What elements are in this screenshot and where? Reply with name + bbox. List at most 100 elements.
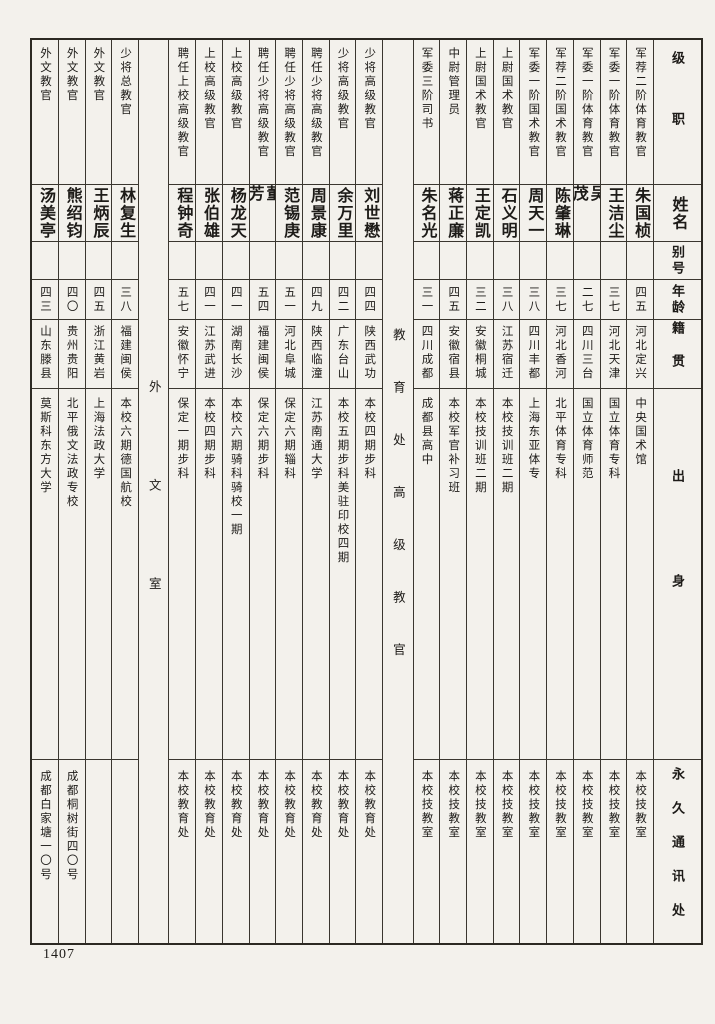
person-rank-cell: 外文教官 [58,40,85,185]
person-alias-cell [520,242,547,280]
person-age-text: 四二 [336,285,349,314]
person-alias-cell [32,242,58,280]
person-age-cell: 四〇 [58,280,85,320]
person-rank-cell: 上尉国术教官 [493,40,520,185]
page-number: 1407 [43,947,75,962]
person-background-cell: 江苏南通大学 [303,389,329,760]
person-rank-cell: 上校高级教官 [196,40,222,185]
person-address-text: 本校教育处 [363,770,376,840]
person-rank-text: 聘任少将高级教官 [309,47,322,159]
person-age-cell: 四五 [627,280,653,320]
person-age-text: 四三 [38,285,51,314]
person-column: 少将总教官 林复生 三八 福建闽侯 本校六期德国航校 [112,40,139,943]
person-age-cell: 三一 [413,280,440,320]
person-background-text: 本校四期步科 [203,397,216,481]
person-name-text: 王炳辰 [90,186,108,240]
person-alias-cell [249,242,276,280]
person-column: 军委一阶体育教官 王洁尘 三七 河北天津 国立体育专科 本校技教室 [600,40,628,943]
person-name-cell: 朱名光 [413,185,440,242]
person-background-text: 本校军官补习班 [447,397,460,495]
person-column: 军荐二阶国术教官 陈肇琳 三七 河北香河 北平体育专科 本校技教室 [547,40,574,943]
person-origin-cell: 四川成都 [413,320,440,389]
person-rank-text: 聘任少将高级教官 [283,47,296,159]
person-origin-text: 河北香河 [554,325,567,381]
person-origin-text: 安徽怀宁 [176,325,189,381]
person-origin-text: 河北阜城 [283,325,296,381]
person-background-text: 本校六期德国航校 [119,397,132,509]
person-alias-cell [493,242,520,280]
person-rank-cell: 中尉管理员 [440,40,467,185]
person-age-cell: 四一 [222,280,249,320]
person-background-cell: 上海东亚体专 [520,389,547,760]
personnel-roster-table: 级职 姓名 别号 年龄 籍贯 出身 永久通讯处 军荐二阶体育教官 朱国桢四五河北定… [30,38,703,945]
person-name-cell: 陈肇琳 [547,185,573,242]
person-rank-text: 聘任少将高级教官 [256,47,269,159]
person-rank-text: 军委一阶体育教官 [607,47,620,159]
person-name-text: 朱名光 [418,186,436,240]
person-name-cell: 王炳辰 [85,185,112,242]
person-age-cell: 四九 [303,280,329,320]
person-age-text: 四九 [309,285,322,314]
person-address-cell: 成都白家塘一〇号 [32,760,58,943]
person-name-text: 刘世懋 [361,186,379,240]
person-alias-cell [276,242,302,280]
person-background-text: 北平体育专科 [554,397,567,481]
person-name-cell: 程钟奇 [169,185,196,242]
person-address-text: 本校技教室 [500,770,513,840]
person-age-cell: 二七 [573,280,600,320]
person-name-text: 陈肇琳 [552,186,570,240]
person-background-text: 本校五期步科美驻印校四期 [336,397,349,565]
person-alias-cell [222,242,249,280]
person-age-cell: 四五 [440,280,467,320]
person-age-cell: 三七 [600,280,627,320]
person-address-cell: 本校教育处 [223,760,249,943]
section-divider-label: 教育处高级教官 [390,328,405,696]
person-address-cell [86,760,112,943]
person-background-text: 本校六期骑科骑校一期 [229,397,242,537]
person-rank-cell: 军荐二阶体育教官 [627,40,653,185]
person-alias-cell [58,242,85,280]
person-alias-cell [440,242,467,280]
person-column: 军荐二阶体育教官 朱国桢四五河北定兴中央国术馆本校技教室 [627,40,654,943]
person-origin-cell: 贵州贵阳 [58,320,85,389]
person-age-text: 四五 [634,285,647,314]
row-header-column: 级职 姓名 别号 年龄 籍贯 出身 永久通讯处 [654,40,701,943]
person-rank-cell: 军委一阶体育教官 [600,40,627,185]
person-column: 聘任少将高级教官 董芳 五四 福建闽侯 保定六期步科 本校教育处 [249,40,277,943]
person-rank-text: 军委一阶国术教官 [527,47,540,159]
person-origin-cell: 江苏武进 [196,320,222,389]
person-address-text: 本校技教室 [634,770,647,840]
person-column: 外文教官 王炳辰 四五 浙江黄岩 上海法政大学 [85,40,113,943]
person-address-text: 成都桐树街四〇号 [65,770,78,882]
person-address-text: 本校教育处 [176,770,189,840]
person-alias-cell [169,242,196,280]
person-age-cell: 三八 [520,280,547,320]
person-background-cell: 中央国术馆 [627,389,653,760]
person-rank-text: 中尉管理员 [447,47,460,117]
person-age-text: 三一 [420,285,433,314]
person-origin-text: 河北定兴 [634,325,647,381]
person-address-cell: 本校教育处 [276,760,302,943]
person-address-text: 本校技教室 [580,770,593,840]
person-origin-text: 陕西武功 [363,325,376,381]
person-background-text: 国立体育专科 [607,397,620,481]
person-background-cell: 上海法政大学 [85,389,112,760]
person-background-cell: 保定六期辎科 [276,389,302,760]
person-address-cell: 本校技教室 [414,760,440,943]
row-header-background-label: 出身 [670,469,685,679]
person-age-cell: 三二 [467,280,493,320]
person-background-text: 保定六期辎科 [283,397,296,481]
person-name-cell: 余万里 [329,185,356,242]
person-rank-text: 上校高级教官 [229,47,242,131]
person-rank-cell: 上校高级教官 [222,40,249,185]
person-address-text: 本校技教室 [447,770,460,840]
person-rank-cell: 外文教官 [32,40,58,185]
person-address-cell: 本校教育处 [330,760,356,943]
person-name-cell: 刘世懋 [356,185,383,242]
person-alias-cell [627,242,653,280]
section-divider-column: 教育处高级教官 [383,40,414,943]
person-background-text: 上海法政大学 [92,397,105,481]
person-name-text: 朱国桢 [632,186,650,240]
person-age-text: 三八 [119,285,132,314]
